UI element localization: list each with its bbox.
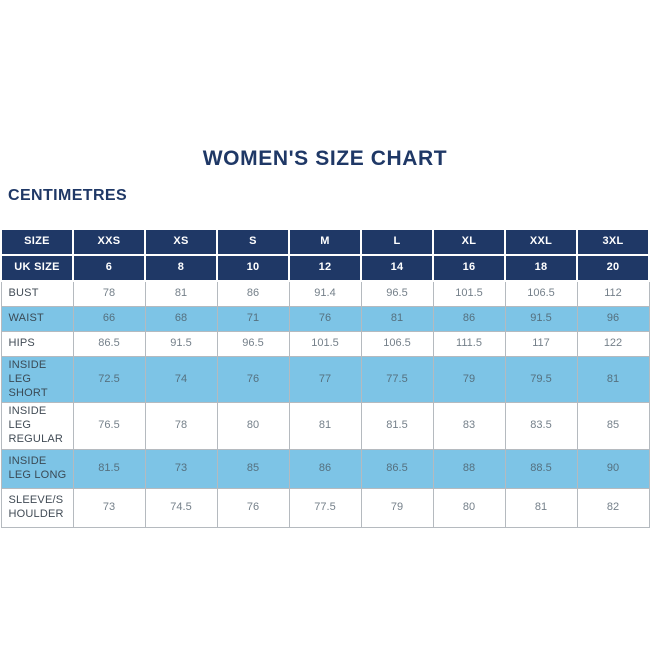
table-cell: 79: [432, 355, 506, 404]
table-cell: 72.5: [72, 355, 146, 404]
uk-size-header-label: UK SIZE: [0, 254, 74, 282]
table-cell: 86: [216, 280, 290, 307]
uk-size-value: 12: [288, 254, 362, 282]
size-column-header: M: [288, 228, 362, 256]
row-label: INSIDE LEG LONG: [0, 448, 74, 489]
table-cell: 77.5: [288, 487, 362, 528]
table-cell: 96.5: [360, 280, 434, 307]
table-row: INSIDE LEG REGULAR 76.5 78 80 81 81.5 83 83.5 85: [0, 402, 650, 450]
size-header-label: SIZE: [0, 228, 74, 256]
size-column-header: 3XL: [576, 228, 650, 256]
table-cell: 83.5: [504, 402, 578, 450]
uk-size-value: 16: [432, 254, 506, 282]
row-label: WAIST: [0, 306, 74, 332]
row-label: BUST: [0, 280, 74, 307]
table-row: BUST 78 81 86 91.4 96.5 101.5 106.5 112: [0, 280, 650, 307]
table-row: SLEEVE/SHOULDER 73 74.5 76 77.5 79 80 81 82: [0, 487, 650, 528]
table-cell: 86: [432, 306, 506, 332]
table-cell: 81: [576, 355, 650, 404]
size-column-header: S: [216, 228, 290, 256]
row-label: HIPS: [0, 331, 74, 357]
size-column-header: XS: [144, 228, 218, 256]
table-cell: 81: [288, 402, 362, 450]
table-cell: 74: [144, 355, 218, 404]
table-cell: 66: [72, 306, 146, 332]
table-row: WAIST 66 68 71 76 81 86 91.5 96: [0, 306, 650, 332]
table-body: BUST 78 81 86 91.4 96.5 101.5 106.5 112 WAIST 66 68…: [0, 280, 650, 528]
table-cell: 79.5: [504, 355, 578, 404]
table-cell: 122: [576, 331, 650, 357]
table-cell: 85: [216, 448, 290, 489]
table-row: INSIDE LEG SHORT 72.5 74 76 77 77.5 79 79.5 81: [0, 355, 650, 404]
size-column-header: XL: [432, 228, 506, 256]
table-cell: 106.5: [504, 280, 578, 307]
table-cell: 117: [504, 331, 578, 357]
table-cell: 68: [144, 306, 218, 332]
row-label: INSIDE LEG REGULAR: [0, 402, 74, 450]
table-cell: 106.5: [360, 331, 434, 357]
table-cell: 83: [432, 402, 506, 450]
uk-size-value: 6: [72, 254, 146, 282]
table-cell: 80: [216, 402, 290, 450]
table-cell: 111.5: [432, 331, 506, 357]
table-cell: 79: [360, 487, 434, 528]
table-cell: 74.5: [144, 487, 218, 528]
uk-size-value: 8: [144, 254, 218, 282]
table-cell: 81: [144, 280, 218, 307]
uk-size-value: 10: [216, 254, 290, 282]
table-cell: 81: [360, 306, 434, 332]
table-cell: 88: [432, 448, 506, 489]
table-cell: 85: [576, 402, 650, 450]
uk-size-value: 14: [360, 254, 434, 282]
uk-size-header-row: UK SIZE 6 8 10 12 14 16 18 20: [0, 254, 650, 282]
table-cell: 77: [288, 355, 362, 404]
table-cell: 91.5: [144, 331, 218, 357]
table-cell: 71: [216, 306, 290, 332]
uk-size-value: 20: [576, 254, 650, 282]
table-cell: 76: [288, 306, 362, 332]
row-label: INSIDE LEG SHORT: [0, 355, 74, 404]
table-cell: 86.5: [72, 331, 146, 357]
size-chart-table: SIZE XXS XS S M L XL XXL 3XL UK SIZE 6 8 10 12 14 16 18 2…: [0, 228, 650, 528]
row-label: SLEEVE/SHOULDER: [0, 487, 74, 528]
size-column-header: XXS: [72, 228, 146, 256]
table-cell: 91.4: [288, 280, 362, 307]
table-cell: 76: [216, 355, 290, 404]
table-cell: 91.5: [504, 306, 578, 332]
table-cell: 88.5: [504, 448, 578, 489]
table-cell: 73: [144, 448, 218, 489]
table-cell: 86: [288, 448, 362, 489]
table-row: INSIDE LEG LONG 81.5 73 85 86 86.5 88 88.5 90: [0, 448, 650, 489]
table-cell: 86.5: [360, 448, 434, 489]
table-cell: 80: [432, 487, 506, 528]
table-head: SIZE XXS XS S M L XL XXL 3XL UK SIZE 6 8 10 12 14 16 18 2…: [0, 228, 650, 282]
table-cell: 78: [144, 402, 218, 450]
size-column-header: XXL: [504, 228, 578, 256]
table-row: HIPS 86.5 91.5 96.5 101.5 106.5 111.5 117 122: [0, 331, 650, 357]
table-cell: 82: [576, 487, 650, 528]
uk-size-value: 18: [504, 254, 578, 282]
table-cell: 101.5: [432, 280, 506, 307]
table-cell: 90: [576, 448, 650, 489]
table-cell: 96: [576, 306, 650, 332]
size-column-header: L: [360, 228, 434, 256]
table-cell: 81.5: [72, 448, 146, 489]
table-cell: 78: [72, 280, 146, 307]
table-cell: 81.5: [360, 402, 434, 450]
page-title: WOMEN'S SIZE CHART: [202, 147, 448, 170]
table-cell: 76: [216, 487, 290, 528]
table-cell: 81: [504, 487, 578, 528]
table-cell: 76.5: [72, 402, 146, 450]
table-cell: 73: [72, 487, 146, 528]
table-cell: 101.5: [288, 331, 362, 357]
size-header-row: SIZE XXS XS S M L XL XXL 3XL: [0, 228, 650, 256]
table-cell: 112: [576, 280, 650, 307]
table-cell: 96.5: [216, 331, 290, 357]
table-cell: 77.5: [360, 355, 434, 404]
unit-label: CENTIMETRES: [8, 187, 128, 204]
